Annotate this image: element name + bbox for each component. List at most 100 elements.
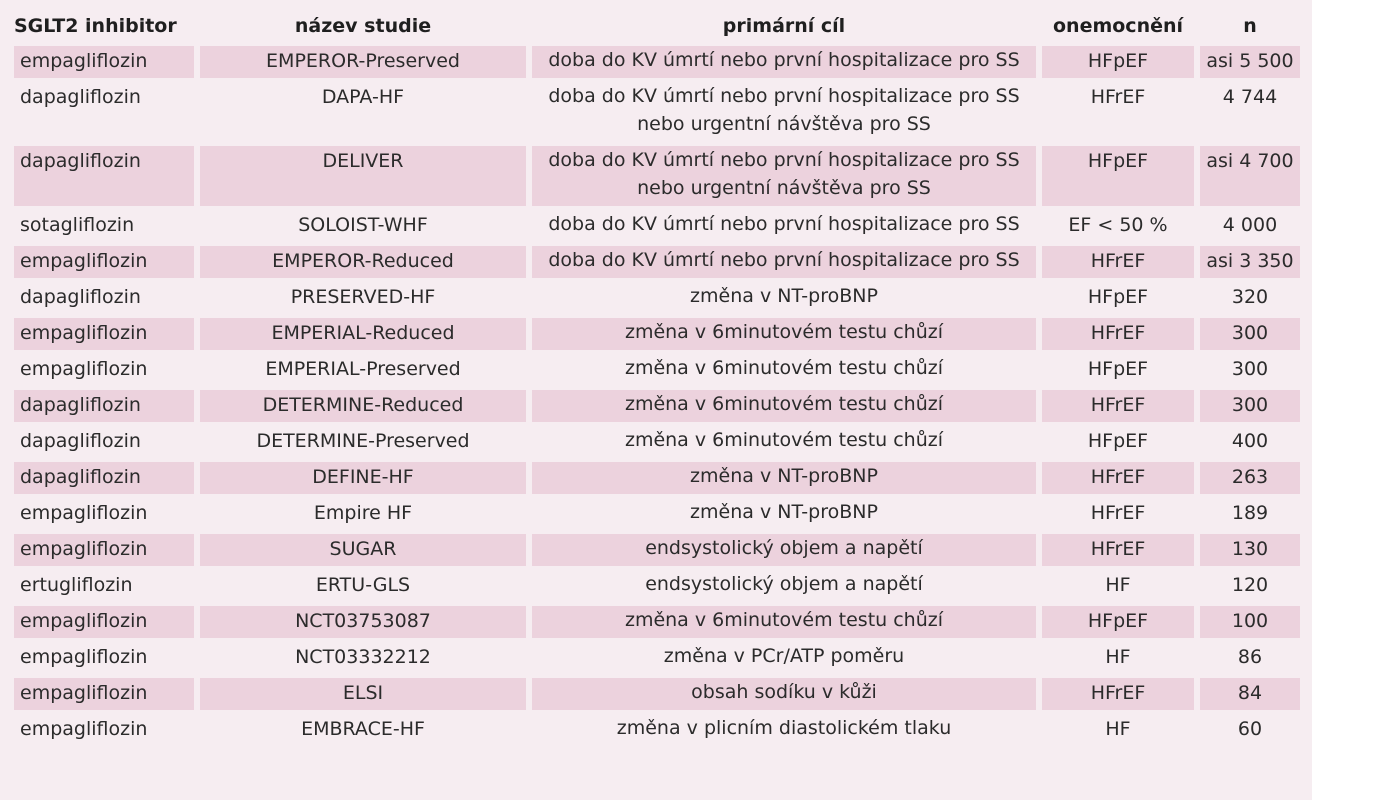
cell-inhibitor: ertugliflozin bbox=[20, 574, 133, 596]
cell-inhibitor: empagliflozin bbox=[14, 318, 194, 350]
cell-study-name: NCT03753087 bbox=[200, 606, 526, 638]
cell-disease: HF bbox=[1105, 646, 1131, 668]
cell-n: 4 000 bbox=[1222, 214, 1278, 236]
cell-n: 4 744 bbox=[1222, 86, 1278, 108]
table-row: empagliflozin Empire HF změna v NT-proBNP H… bbox=[14, 498, 1300, 530]
cell-n: 189 bbox=[1231, 502, 1269, 524]
cell-inhibitor: empagliflozin bbox=[20, 718, 148, 740]
primary-goal-line: doba do KV úmrtí nebo první hospitalizac… bbox=[548, 213, 1020, 235]
cell-primary-goal: změna v NT-proBNP bbox=[532, 498, 1036, 530]
header-disease: onemocnění bbox=[1052, 15, 1184, 37]
table-row: sotagliflozin SOLOIST-WHF doba do KV úmrtí… bbox=[14, 210, 1300, 242]
table-body: empagliflozin EMPEROR-Preserved doba do KV… bbox=[14, 46, 1300, 746]
cell-disease: HF bbox=[1105, 718, 1131, 740]
cell-primary-goal: změna v PCr/ATP poměru bbox=[532, 642, 1036, 674]
cell-study-name: EMBRACE-HF bbox=[301, 718, 425, 740]
primary-goal-line: změna v PCr/ATP poměru bbox=[663, 645, 905, 667]
table-panel: SGLT2 inhibitor název studie primární cí… bbox=[0, 0, 1312, 800]
table-row: dapagliflozin PRESERVED-HF změna v NT-proB… bbox=[14, 282, 1300, 314]
table-row: empagliflozin EMBRACE-HF změna v plicním d… bbox=[14, 714, 1300, 746]
cell-n: 300 bbox=[1200, 318, 1300, 350]
cell-inhibitor: dapagliflozin bbox=[20, 430, 141, 452]
table-row: empagliflozin EMPEROR-Reduced doba do KV ú… bbox=[14, 246, 1300, 278]
cell-inhibitor: empagliflozin bbox=[14, 246, 194, 278]
table-row: empagliflozin EMPERIAL-Preserved změna v 6… bbox=[14, 354, 1300, 386]
primary-goal-line: doba do KV úmrtí nebo první hospitalizac… bbox=[548, 49, 1020, 71]
cell-disease: HFrEF bbox=[1042, 678, 1194, 710]
cell-disease: HFpEF bbox=[1087, 286, 1149, 308]
cell-primary-goal: změna v 6minutovém testu chůzí bbox=[532, 318, 1036, 350]
cell-primary-goal: doba do KV úmrtí nebo první hospitalizac… bbox=[532, 146, 1036, 206]
table-row: ertugliflozin ERTU-GLS endsystolický objem… bbox=[14, 570, 1300, 602]
cell-study-name: ELSI bbox=[200, 678, 526, 710]
cell-disease: HFrEF bbox=[1042, 318, 1194, 350]
table-row: dapagliflozin DELIVER doba do KV úmrtí neb… bbox=[14, 146, 1300, 206]
cell-n: 84 bbox=[1200, 678, 1300, 710]
cell-study-name: SOLOIST-WHF bbox=[298, 214, 428, 236]
cell-study-name: DETERMINE-Reduced bbox=[200, 390, 526, 422]
table-row: empagliflozin EMPERIAL-Reduced změna v 6mi… bbox=[14, 318, 1300, 350]
cell-inhibitor: empagliflozin bbox=[14, 534, 194, 566]
cell-disease: HF bbox=[1105, 574, 1131, 596]
cell-study-name: EMPEROR-Reduced bbox=[200, 246, 526, 278]
cell-primary-goal: změna v plicním diastolickém tlaku bbox=[532, 714, 1036, 746]
primary-goal-line: endsystolický objem a napětí bbox=[645, 537, 923, 559]
primary-goal-line: změna v NT-proBNP bbox=[690, 501, 878, 523]
cell-n: 300 bbox=[1231, 358, 1269, 380]
primary-goal-line: doba do KV úmrtí nebo první hospitalizac… bbox=[548, 249, 1020, 271]
header-inhibitor: SGLT2 inhibitor bbox=[14, 15, 177, 37]
cell-n: 320 bbox=[1231, 286, 1269, 308]
cell-study-name: ERTU-GLS bbox=[315, 574, 411, 596]
cell-inhibitor: dapagliflozin bbox=[20, 286, 141, 308]
cell-primary-goal: doba do KV úmrtí nebo první hospitalizac… bbox=[532, 46, 1036, 78]
cell-study-name: NCT03332212 bbox=[295, 646, 431, 668]
cell-primary-goal: endsystolický objem a napětí bbox=[532, 534, 1036, 566]
header-row: SGLT2 inhibitor název studie primární cí… bbox=[14, 10, 1300, 42]
table-row: dapagliflozin DEFINE-HF změna v NT-proBNP H… bbox=[14, 462, 1300, 494]
cell-primary-goal: změna v 6minutovém testu chůzí bbox=[532, 426, 1036, 458]
cell-primary-goal: změna v 6minutovém testu chůzí bbox=[532, 354, 1036, 386]
cell-disease: EF < 50 % bbox=[1068, 214, 1168, 236]
cell-primary-goal: změna v 6minutovém testu chůzí bbox=[532, 606, 1036, 638]
cell-disease: HFrEF bbox=[1042, 390, 1194, 422]
primary-goal-line: změna v 6minutovém testu chůzí bbox=[624, 393, 944, 415]
cell-disease: HFpEF bbox=[1042, 46, 1194, 78]
cell-primary-goal: změna v NT-proBNP bbox=[532, 462, 1036, 494]
cell-disease: HFpEF bbox=[1087, 430, 1149, 452]
cell-primary-goal: doba do KV úmrtí nebo první hospitalizac… bbox=[532, 246, 1036, 278]
cell-primary-goal: změna v NT-proBNP bbox=[532, 282, 1036, 314]
primary-goal-line: změna v 6minutovém testu chůzí bbox=[624, 321, 944, 343]
header-primary-goal: primární cíl bbox=[722, 15, 846, 37]
cell-primary-goal: změna v 6minutovém testu chůzí bbox=[532, 390, 1036, 422]
primary-goal-line: změna v NT-proBNP bbox=[690, 285, 878, 307]
primary-goal-line: nebo urgentní návštěva pro SS bbox=[637, 113, 931, 135]
cell-n: 120 bbox=[1231, 574, 1269, 596]
cell-study-name: PRESERVED-HF bbox=[290, 286, 436, 308]
cell-n: 86 bbox=[1237, 646, 1263, 668]
cell-study-name: SUGAR bbox=[200, 534, 526, 566]
cell-primary-goal: endsystolický objem a napětí bbox=[532, 570, 1036, 602]
cell-inhibitor: dapagliflozin bbox=[14, 146, 194, 206]
table-row: empagliflozin SUGAR endsystolický objem a … bbox=[14, 534, 1300, 566]
cell-n: 400 bbox=[1231, 430, 1269, 452]
primary-goal-line: změna v 6minutovém testu chůzí bbox=[624, 609, 944, 631]
cell-n: 130 bbox=[1200, 534, 1300, 566]
primary-goal-line: změna v 6minutovém testu chůzí bbox=[624, 357, 944, 379]
cell-n: asi 5 500 bbox=[1200, 46, 1300, 78]
primary-goal-line: změna v NT-proBNP bbox=[690, 465, 878, 487]
cell-inhibitor: sotagliflozin bbox=[20, 214, 135, 236]
table-row: empagliflozin NCT03332212 změna v PCr/ATP … bbox=[14, 642, 1300, 674]
primary-goal-line: změna v 6minutovém testu chůzí bbox=[624, 429, 944, 451]
sglt2-studies-table: SGLT2 inhibitor název studie primární cí… bbox=[8, 6, 1306, 750]
primary-goal-line: obsah sodíku v kůži bbox=[691, 681, 877, 703]
cell-disease: HFrEF bbox=[1042, 246, 1194, 278]
cell-study-name: DEFINE-HF bbox=[200, 462, 526, 494]
primary-goal-line: změna v plicním diastolickém tlaku bbox=[616, 717, 952, 739]
cell-primary-goal: obsah sodíku v kůži bbox=[532, 678, 1036, 710]
cell-primary-goal: doba do KV úmrtí nebo první hospitalizac… bbox=[532, 82, 1036, 142]
cell-n: asi 3 350 bbox=[1200, 246, 1300, 278]
cell-inhibitor: empagliflozin bbox=[14, 606, 194, 638]
primary-goal-line: doba do KV úmrtí nebo první hospitalizac… bbox=[548, 85, 1020, 107]
cell-inhibitor: dapagliflozin bbox=[14, 390, 194, 422]
cell-study-name: DAPA-HF bbox=[321, 86, 405, 108]
